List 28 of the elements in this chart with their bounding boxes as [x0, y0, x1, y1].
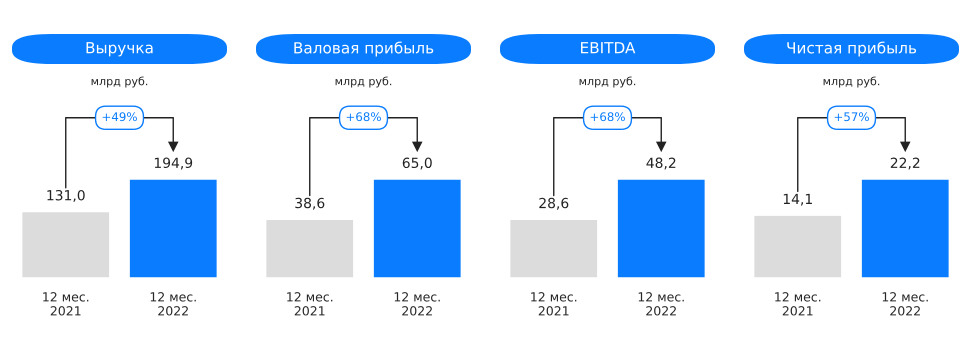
text: +68% — [346, 112, 381, 122]
chart-title: Чистая прибыль — [787, 41, 916, 57]
data-label: 14,1 — [784, 194, 812, 206]
data-label: 194,9 — [154, 158, 192, 170]
chart-title: Валовая прибыль — [294, 41, 434, 57]
data-label: 22,2 — [890, 158, 920, 170]
chart-title: EBITDA — [581, 42, 636, 54]
chart-title: Выручка — [86, 42, 153, 56]
x-tick-label: 12 мес. 2022 — [150, 292, 196, 316]
text: +57% — [834, 112, 869, 122]
text: +68% — [590, 112, 625, 122]
chart-subtitle: млрд руб. — [580, 76, 636, 88]
x-tick-label: 12 мес. 2021 — [775, 292, 820, 316]
x-tick-label: 12 мес. 2022 — [394, 292, 440, 316]
x-tick-label: 12 мес. 2021 — [43, 292, 88, 316]
data-label: 48,2 — [646, 158, 676, 170]
text: +49% — [102, 112, 137, 122]
chart-subtitle: млрд руб. — [824, 76, 880, 88]
x-tick-label: 12 мес. 2021 — [287, 292, 332, 316]
x-tick-label: 12 мес. 2021 — [531, 292, 576, 316]
data-label: 65,0 — [402, 158, 432, 170]
x-tick-label: 12 мес. 2022 — [638, 292, 684, 316]
data-label: 28,6 — [539, 198, 568, 210]
data-label: 38,6 — [295, 198, 324, 210]
chart-subtitle: млрд руб. — [336, 76, 392, 88]
data-label: 131,0 — [47, 190, 85, 202]
chart-subtitle: млрд руб. — [92, 76, 148, 88]
x-tick-label: 12 мес. 2022 — [882, 292, 928, 316]
